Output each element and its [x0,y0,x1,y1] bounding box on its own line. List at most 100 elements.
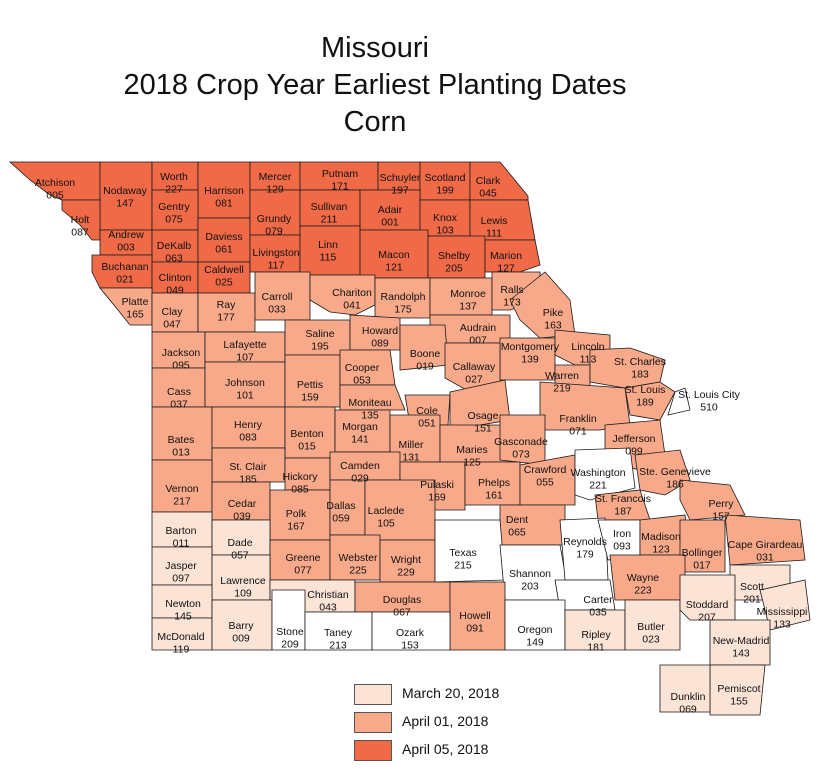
county-label-wright: Wright 229 [391,554,421,579]
county-label-butler: Butler 023 [637,621,665,646]
county-label-ripley: Ripley 181 [581,629,611,654]
county-label-knox: Knox 103 [433,212,458,237]
county-label-randolph: Randolph 175 [381,291,426,316]
legend-label-march20: March 20, 2018 [402,685,500,701]
county-label-jefferson: Jefferson 099 [613,433,656,458]
county-label-ste-genevieve: Ste. Genevieve 186 [639,466,711,491]
county-label-taney: Taney 213 [324,627,353,652]
county-label-atchison: Atchison 005 [35,177,75,202]
county-label-sullivan: Sullivan 211 [311,201,348,226]
county-label-reynolds: Reynolds 179 [563,536,607,561]
county-label-platte: Platte 165 [122,296,149,321]
county-label-new-madrid: New-Madrid 143 [713,635,770,660]
county-label-mercer: Mercer 129 [259,171,292,196]
county-label-clay: Clay 047 [161,306,183,331]
county-label-jasper: Jasper 097 [165,560,197,585]
county-label-caldwell: Caldwell 025 [204,264,244,289]
county-label-moniteau: Moniteau 135 [348,397,391,422]
county-label-lafayette: Lafayette 107 [223,339,266,364]
county-label-pike: Pike 163 [543,307,564,332]
county-label-marion: Marion 127 [490,250,522,275]
county-label-ralls: Ralls 173 [500,284,523,309]
county-label-mcdonald: McDonald 119 [157,631,204,656]
county-label-adair: Adair 001 [378,204,403,229]
county-label-bates: Bates 013 [168,434,195,459]
county-label-newton: Newton 145 [165,598,201,623]
county-label-crawford: Crawford 055 [524,464,567,489]
county-crawford [519,454,576,506]
county-label-barry: Barry 009 [228,620,254,645]
county-label-cass: Cass 037 [167,386,191,411]
county-new-madrid [709,619,771,666]
county-label-gentry: Gentry 075 [158,201,190,226]
county-label-pemiscot: Pemiscot 155 [717,683,760,708]
county-label-chariton: Chariton 041 [332,287,372,312]
county-label-clark: Clark 045 [476,175,501,200]
county-label-osage: Osage 151 [468,410,499,435]
county-label-boone: Boone 019 [410,348,441,373]
legend-swatch-april05 [354,740,392,761]
county-label-mississippi: Mississippi 133 [757,606,808,631]
county-label-pulaski: Pulaski 169 [420,479,454,504]
county-label-iron: Iron 093 [613,528,631,553]
county-label-morgan: Morgan 141 [342,421,378,446]
county-label-dent: Dent 065 [506,514,528,539]
county-label-pettis: Pettis 159 [297,379,323,404]
county-st-louis-city [667,387,691,416]
legend-label-april01: April 01, 2018 [402,713,489,729]
county-label-dallas: Dallas 059 [326,500,355,525]
county-perry [679,479,746,521]
county-layer [8,161,811,716]
county-label-wayne: Wayne 223 [627,572,659,597]
county-label-stone: Stone 209 [276,626,304,651]
county-label-cole: Cole 051 [416,405,438,430]
county-label-howard: Howard 089 [362,325,398,350]
county-label-douglas: Douglas 067 [383,594,422,619]
county-label-dunklin: Dunklin 069 [670,691,705,716]
county-label-cooper: Cooper 053 [345,362,380,387]
county-label-maries: Maries 125 [456,444,488,469]
county-label-ray: Ray 177 [217,299,236,324]
county-label-clinton: Clinton 049 [159,272,192,297]
county-label-scott: Scott 201 [740,581,764,606]
county-ozark [371,611,451,651]
county-moniteau [339,384,406,411]
county-label-buchanan: Buchanan 021 [101,261,148,286]
county-label-holt: Holt 087 [71,214,90,239]
county-label-stoddard: Stoddard 207 [686,599,729,624]
county-label-johnson: Johnson 101 [225,377,265,402]
county-label-madison: Madison 123 [641,531,681,556]
county-label-jackson: Jackson 095 [162,347,201,372]
title-line-2: 2018 Crop Year Earliest Planting Dates [123,69,627,101]
county-label-st-louis-city: St. Louis City 510 [678,389,741,414]
county-label-phelps: Phelps 161 [478,477,510,502]
county-label-franklin: Franklin 071 [559,413,597,438]
county-label-miller: Miller 131 [398,439,424,464]
county-label-putnam: Putnam 171 [322,168,358,193]
county-label-benton: Benton 015 [290,428,323,453]
county-label-camden: Camden 029 [340,460,380,485]
county-label-carter: Carter 035 [583,594,613,619]
county-label-scotland: Scotland 199 [425,172,466,197]
county-label-cedar: Cedar 039 [228,498,257,523]
county-label-laclede: Laclede 105 [368,505,405,530]
county-dunklin [659,664,711,713]
county-label-macon: Macon 121 [378,249,410,274]
county-label-barton: Barton 011 [166,525,197,550]
county-holt [61,199,101,241]
title-line-3: Corn [343,106,407,138]
county-label-bollinger: Bollinger 017 [682,547,723,572]
county-label-schuyler: Schuyler 197 [380,172,421,197]
label-layer: Atchison 005 Nodaway 147 Worth 227 Harrison 081… [35,168,808,716]
county-label-shelby: Shelby 205 [438,250,471,275]
county-butler [624,599,681,651]
county-label-webster: Webster 225 [339,552,378,577]
county-label-livingston: Livingston 117 [252,247,299,272]
county-label-monroe: Monroe 137 [450,288,486,313]
county-label-saline: Saline 195 [305,328,334,353]
county-label-lincoln: Lincoln 113 [571,341,604,366]
county-st-louis [624,381,676,421]
county-label-christian: Christian 043 [307,589,349,614]
county-label-st-francois: St. Francois 187 [595,493,651,518]
county-label-washington: Washington 221 [570,467,625,492]
